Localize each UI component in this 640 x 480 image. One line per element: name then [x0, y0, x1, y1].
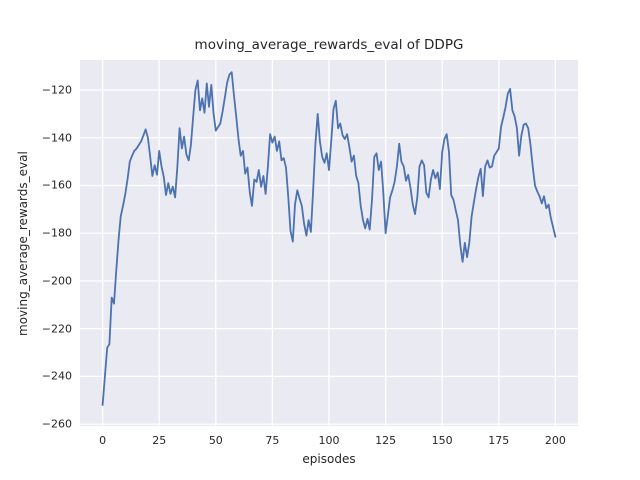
x-tick-label: 0	[99, 434, 107, 447]
x-tick-label: 175	[488, 434, 510, 447]
x-tick-label: 25	[152, 434, 167, 447]
reward-line	[101, 71, 557, 406]
y-tick-label: −160	[41, 178, 72, 192]
y-axis-label: moving_average_rewards_eval	[16, 150, 30, 336]
x-tick-label: 50	[208, 434, 223, 447]
y-tick-label: −200	[41, 274, 72, 288]
x-axis-label: episodes	[302, 452, 356, 466]
y-tick-label: −220	[41, 322, 72, 336]
x-tick-label: 150	[431, 434, 453, 447]
chart-title: moving_average_rewards_eval of DDPG	[194, 37, 464, 53]
x-tick-label: 100	[318, 434, 340, 447]
y-tick-label: −120	[41, 83, 72, 97]
y-tick-label: −140	[41, 131, 72, 145]
x-tick-label: 125	[375, 434, 397, 447]
x-tick-label: 75	[265, 434, 280, 447]
y-tick-label: −260	[41, 417, 72, 431]
y-tick-label: −180	[41, 226, 72, 240]
x-tick-label: 200	[544, 434, 566, 447]
y-tick-label: −240	[41, 369, 72, 383]
